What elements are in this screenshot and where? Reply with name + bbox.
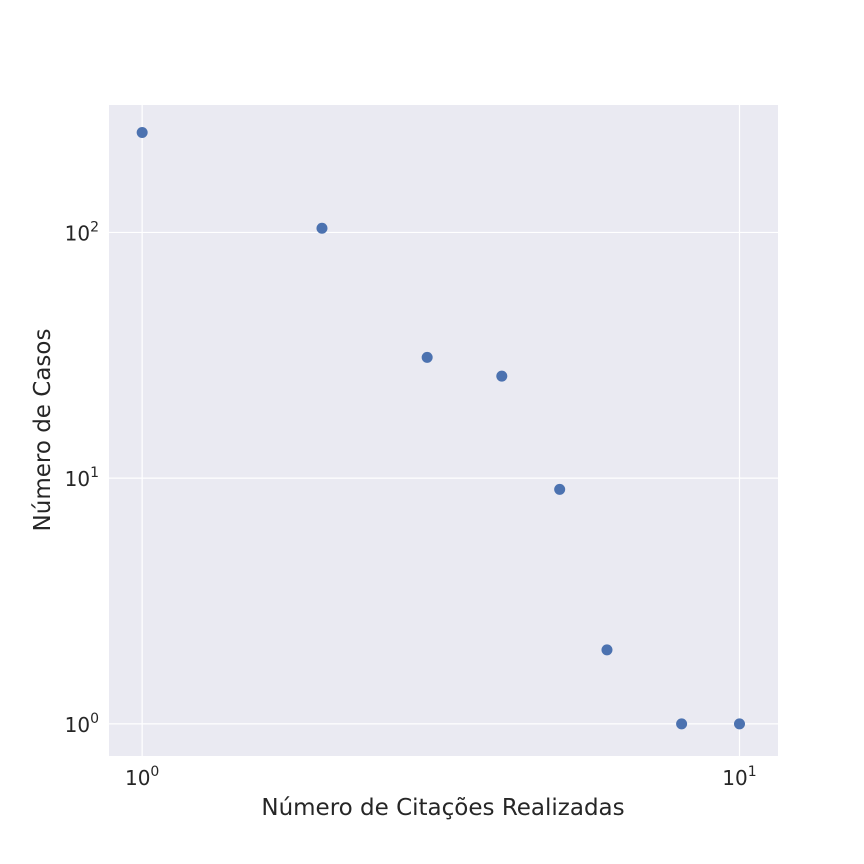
grid-lines: [109, 105, 778, 756]
data-point-7: [733, 718, 745, 730]
data-point-1: [316, 222, 328, 234]
data-points: [136, 127, 745, 730]
plot-background: [109, 105, 778, 756]
x-tick-label-1: 101: [722, 764, 756, 790]
data-point-4: [554, 483, 566, 495]
y-tick-label-0: 100: [65, 711, 99, 737]
y-axis-label: Número de Casos: [30, 329, 56, 532]
x-axis-label: Número de Citações Realizadas: [261, 795, 624, 821]
data-point-0: [136, 127, 148, 139]
data-point-5: [601, 644, 613, 656]
y-tick-labels: 100 101 102: [65, 219, 99, 736]
data-point-6: [676, 718, 688, 730]
x-tick-labels: 100 101: [125, 764, 757, 790]
y-tick-label-2: 102: [65, 219, 99, 245]
data-point-3: [496, 370, 508, 382]
data-point-2: [421, 351, 433, 363]
x-tick-label-0: 100: [125, 764, 159, 790]
y-tick-label-1: 101: [65, 465, 99, 491]
